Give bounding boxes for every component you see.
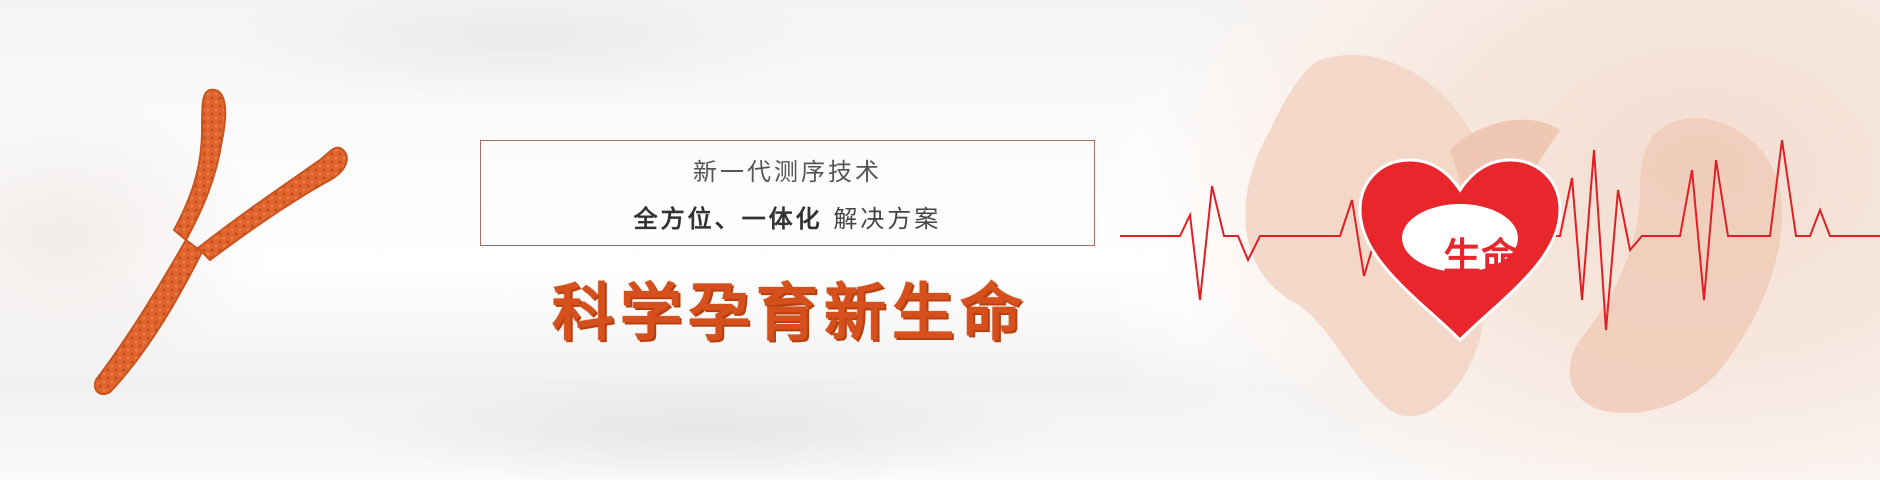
heartbeat-line: [1120, 139, 1880, 331]
hands-heart-illustration: [1120, 54, 1880, 417]
tagline-technology: 新一代测序技术: [693, 158, 882, 186]
heart-label: 生命: [1442, 235, 1519, 279]
background-haze: [0, 0, 1200, 480]
tagline-solution-rest: 解决方案: [833, 205, 942, 233]
tagline-solution-bold: 全方位、一体化: [633, 205, 823, 233]
tagline-frame: 新一代测序技术 全方位、一体化 解决方案: [480, 140, 1095, 246]
slogan-heading: 科学孕育新生命: [551, 276, 1028, 349]
tagline-solution: 全方位、一体化 解决方案: [634, 199, 942, 234]
chromosome-icon: [94, 88, 348, 396]
